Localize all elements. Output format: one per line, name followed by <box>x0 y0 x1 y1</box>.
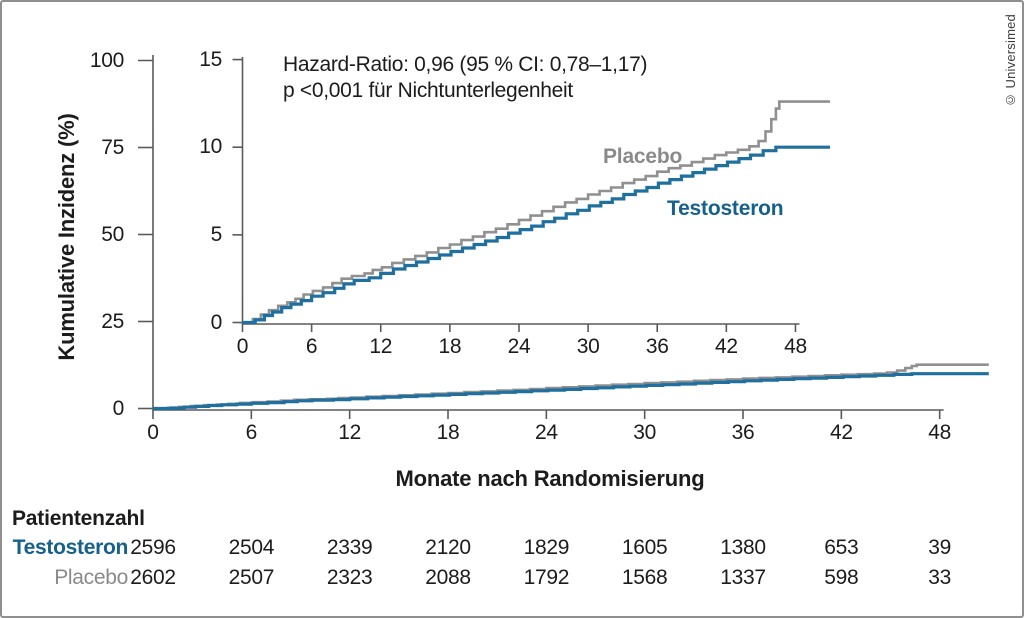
tick-label: 24 <box>507 335 531 358</box>
x-axis-label: Monate nach Randomisierung <box>395 466 705 491</box>
tick-label: 2120 <box>425 536 471 559</box>
tick-label: 12 <box>338 421 362 444</box>
placebo-curve-label: Placebo <box>603 145 683 168</box>
tick-label: 33 <box>928 566 952 589</box>
annotation-line2: p <0,001 für Nichtunterlegenheit <box>283 79 573 102</box>
tick-label: 2323 <box>326 566 373 589</box>
risk-table-title: Patientenzahl <box>12 507 145 530</box>
copyright-credit: © Universimed <box>1003 14 1018 108</box>
tick-label: 36 <box>731 421 755 444</box>
tick-label: 15 <box>199 47 222 71</box>
tick-label: 0 <box>112 396 125 420</box>
tick-label: 42 <box>829 421 853 444</box>
tick-label: 1568 <box>621 566 668 589</box>
tick-label: 0 <box>147 421 159 444</box>
testosteron-curve-label: Testosteron <box>667 197 784 220</box>
tick-label: 75 <box>101 135 124 159</box>
tick-label: 1605 <box>621 536 668 559</box>
tick-label: 2504 <box>228 536 275 559</box>
tick-label: 5 <box>210 222 223 246</box>
tick-label: 48 <box>784 335 807 358</box>
tick-label: 1792 <box>523 566 570 589</box>
tick-label: 50 <box>101 222 124 246</box>
tick-label: 100 <box>89 48 124 72</box>
tick-label: 30 <box>633 421 657 444</box>
tick-label: 0 <box>210 310 223 334</box>
tick-label: 30 <box>576 335 600 358</box>
tick-label: 0 <box>236 335 249 358</box>
tick-label: 2088 <box>425 566 471 589</box>
tick-label: 25 <box>101 309 124 333</box>
tick-label: 2339 <box>326 536 373 559</box>
tick-label: 6 <box>245 421 258 444</box>
tick-label: 1380 <box>720 536 766 559</box>
tick-label: 598 <box>824 566 859 589</box>
tick-label: 1337 <box>720 566 766 589</box>
tick-label: 10 <box>199 135 222 159</box>
tick-label: 48 <box>928 421 952 444</box>
tick-label: 2596 <box>130 536 176 559</box>
tick-label: 39 <box>928 536 952 559</box>
tick-label: 1829 <box>523 536 570 559</box>
annotation-line1: Hazard-Ratio: 0,96 (95 % CI: 0,78–1,17) <box>283 53 648 76</box>
tick-label: 24 <box>534 421 558 444</box>
risk-table-row-label-placebo: Placebo <box>54 566 128 589</box>
tick-label: 653 <box>824 536 859 559</box>
tick-label: 2602 <box>130 566 176 589</box>
tick-label: 36 <box>645 335 669 358</box>
tick-label: 6 <box>305 335 318 358</box>
tick-label: 2507 <box>228 566 275 589</box>
hazard-ratio-annotation: Hazard-Ratio: 0,96 (95 % CI: 0,78–1,17) … <box>283 52 647 104</box>
tick-label: 18 <box>438 335 462 358</box>
tick-label: 18 <box>436 421 460 444</box>
risk-table-row-label-testosteron: Testosteron <box>12 536 129 559</box>
tick-label: 42 <box>714 335 738 358</box>
tick-label: 12 <box>369 335 393 358</box>
